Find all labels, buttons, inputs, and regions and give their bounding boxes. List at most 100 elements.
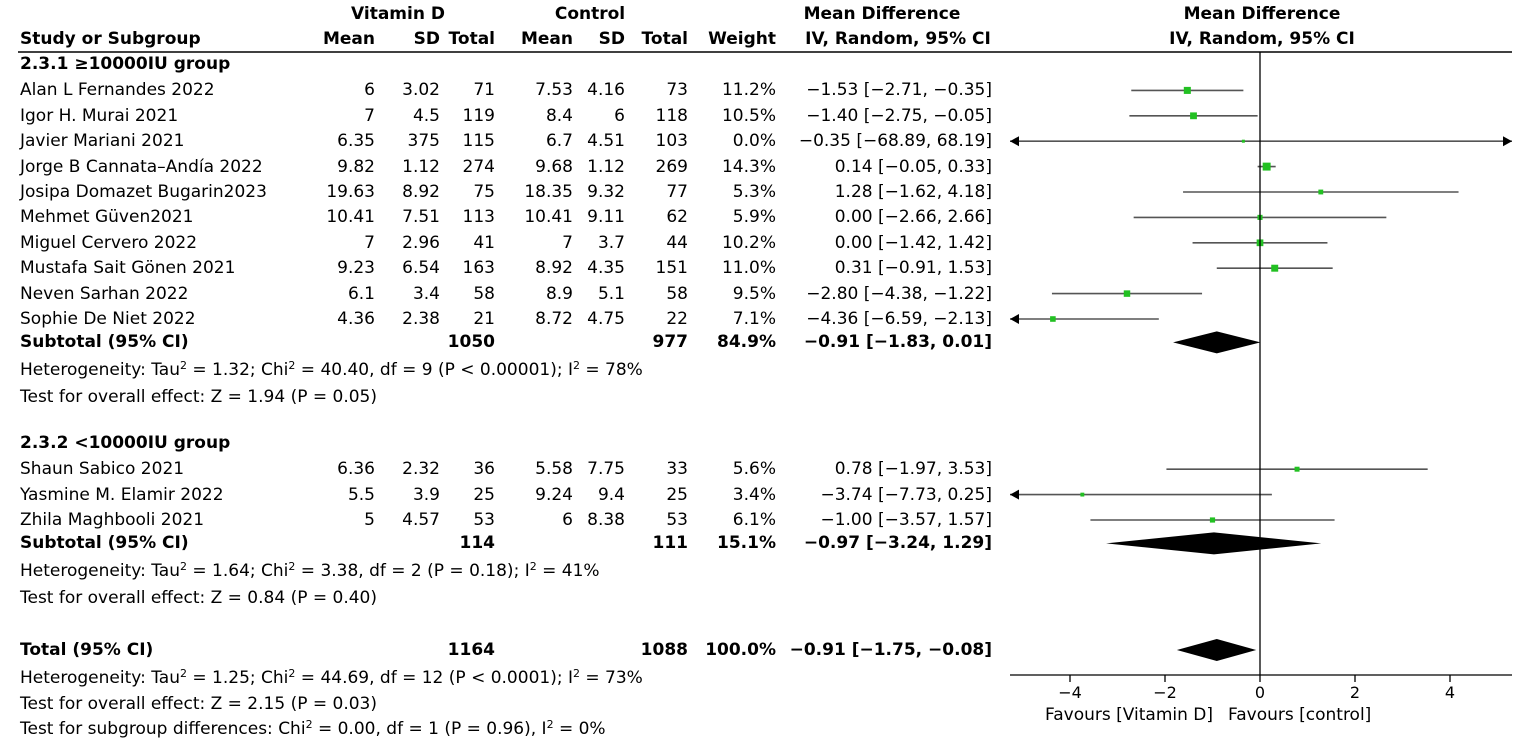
study-name-1: Alan L Fernandes 2022: [20, 80, 215, 101]
study-weight-7: 10.2%: [721, 232, 776, 253]
header-group2: Control: [554, 4, 626, 24]
study-sd2-2: 6: [614, 105, 625, 126]
study-weight-10: 7.1%: [732, 309, 776, 329]
point-estimate-12: [1080, 492, 1085, 497]
study-n1-3: 115: [462, 131, 495, 152]
header-mean-1: Mean: [322, 29, 375, 49]
header-mean-2: Mean: [520, 29, 573, 49]
total-ci: −0.91 [−1.75, −0.08]: [789, 640, 992, 660]
study-name-13: Zhila Maghbooli 2021: [20, 510, 205, 530]
study-weight-12: 3.4%: [732, 484, 776, 505]
study-name-9: Neven Sarhan 2022: [20, 283, 189, 304]
header-md-method: IV, Random, 95% CI: [805, 29, 991, 49]
study-ci-2: −1.40 [−2.75, −0.05]: [806, 105, 992, 126]
study-mean1-9: 6.1: [347, 283, 375, 304]
study-weight-6: 5.9%: [732, 207, 776, 228]
study-sd2-7: 3.7: [597, 232, 625, 253]
study-weight-9: 9.5%: [732, 283, 776, 304]
study-mean1-13: 5: [364, 510, 375, 530]
point-estimate-3: [1241, 139, 1245, 143]
study-weight-1: 11.2%: [721, 80, 776, 101]
subtotal-diamond-2: [1106, 532, 1322, 555]
study-mean2-3: 6.7: [545, 131, 573, 152]
study-mean1-11: 6.36: [337, 459, 375, 480]
point-estimate-9: [1123, 290, 1131, 297]
subtotal-n1-2: 114: [459, 533, 496, 554]
study-weight-4: 14.3%: [721, 156, 776, 177]
study-sd2-10: 4.75: [587, 309, 625, 329]
study-sd1-9: 3.4: [412, 283, 440, 304]
subgroup-title-1: 2.3.1 ≥10000IU group: [20, 54, 231, 74]
study-sd1-8: 6.54: [402, 258, 440, 279]
study-sd1-7: 2.96: [402, 232, 440, 253]
study-mean2-2: 8.4: [545, 105, 573, 126]
ci-arrow-right-3: [1503, 136, 1512, 147]
study-n2-10: 22: [666, 309, 688, 329]
header-md-title: Mean Difference: [803, 4, 961, 24]
study-n1-13: 53: [473, 510, 495, 530]
total-weight: 100.0%: [705, 640, 776, 660]
study-n2-9: 58: [666, 283, 688, 304]
header-total-1: Total: [448, 29, 495, 49]
study-sd1-11: 2.32: [402, 459, 440, 480]
study-sd1-6: 7.51: [402, 207, 440, 228]
header-weight: Weight: [708, 29, 776, 49]
subtotal-label-2: Subtotal (95% CI): [20, 533, 189, 554]
total-heterogeneity: Heterogeneity: Tau2 = 1.25; Chi2 = 44.69…: [20, 667, 643, 688]
point-estimate-5: [1318, 189, 1324, 195]
total-n2: 1088: [640, 640, 688, 660]
study-n2-4: 269: [655, 156, 688, 177]
study-n2-2: 118: [655, 105, 688, 126]
study-sd1-5: 8.92: [402, 182, 440, 202]
heterogeneity-1: Heterogeneity: Tau2 = 1.32; Chi2 = 40.40…: [20, 359, 643, 381]
study-name-11: Shaun Sabico 2021: [20, 459, 185, 480]
study-name-6: Mehmet Güven2021: [20, 207, 194, 228]
study-n1-2: 119: [462, 105, 495, 126]
study-name-8: Mustafa Sait Gönen 2021: [20, 258, 236, 279]
header-sd-1: SD: [413, 29, 440, 49]
study-name-2: Igor H. Murai 2021: [20, 105, 179, 126]
study-n1-11: 36: [473, 459, 495, 480]
study-n1-1: 71: [473, 80, 495, 101]
x-tick-label-0: −4: [1058, 683, 1082, 702]
total-overall-effect: Test for overall effect: Z = 2.15 (P = 0…: [20, 694, 377, 714]
x-tick-label-2: 0: [1255, 683, 1265, 702]
heterogeneity-2: Heterogeneity: Tau2 = 1.64; Chi2 = 3.38,…: [20, 560, 600, 582]
point-estimate-2: [1190, 112, 1197, 120]
subtotal-weight-2: 15.1%: [717, 533, 776, 554]
study-n2-1: 73: [666, 80, 688, 101]
study-n2-13: 53: [666, 510, 688, 530]
study-name-7: Miguel Cervero 2022: [20, 232, 198, 253]
study-mean1-1: 6: [364, 80, 375, 101]
subgroup-differences: Test for subgroup differences: Chi2 = 0.…: [20, 718, 606, 739]
point-estimate-8: [1271, 264, 1279, 272]
study-sd1-10: 2.38: [402, 309, 440, 329]
study-ci-8: 0.31 [−0.91, 1.53]: [834, 258, 992, 279]
total-diamond: [1176, 639, 1257, 661]
study-n1-5: 75: [473, 182, 495, 202]
study-weight-8: 11.0%: [721, 258, 776, 279]
study-name-10: Sophie De Niet 2022: [20, 309, 196, 329]
study-mean1-2: 7: [364, 105, 375, 126]
total-label: Total (95% CI): [20, 640, 154, 660]
x-tick-label-1: −2: [1153, 683, 1177, 702]
study-ci-9: −2.80 [−4.38, −1.22]: [806, 283, 992, 304]
subtotal-ci-2: −0.97 [−3.24, 1.29]: [803, 533, 992, 554]
study-mean1-8: 9.23: [337, 258, 375, 279]
study-sd1-2: 4.5: [412, 105, 440, 126]
study-mean2-6: 10.41: [524, 207, 573, 228]
study-sd2-5: 9.32: [587, 182, 625, 202]
study-sd2-12: 9.4: [597, 484, 625, 505]
study-mean1-10: 4.36: [337, 309, 375, 329]
study-n2-11: 33: [666, 459, 688, 480]
study-ci-12: −3.74 [−7.73, 0.25]: [820, 484, 992, 505]
header-sd-2: SD: [598, 29, 625, 49]
subtotal-label-1: Subtotal (95% CI): [20, 332, 189, 353]
study-n2-5: 77: [666, 182, 688, 202]
study-weight-11: 5.6%: [732, 459, 776, 480]
header-group1: Vitamin D: [351, 4, 445, 24]
overall-effect-2: Test for overall effect: Z = 0.84 (P = 0…: [20, 587, 377, 608]
study-mean1-6: 10.41: [326, 207, 375, 228]
study-mean2-9: 8.9: [545, 283, 573, 304]
study-n2-3: 103: [655, 131, 688, 152]
